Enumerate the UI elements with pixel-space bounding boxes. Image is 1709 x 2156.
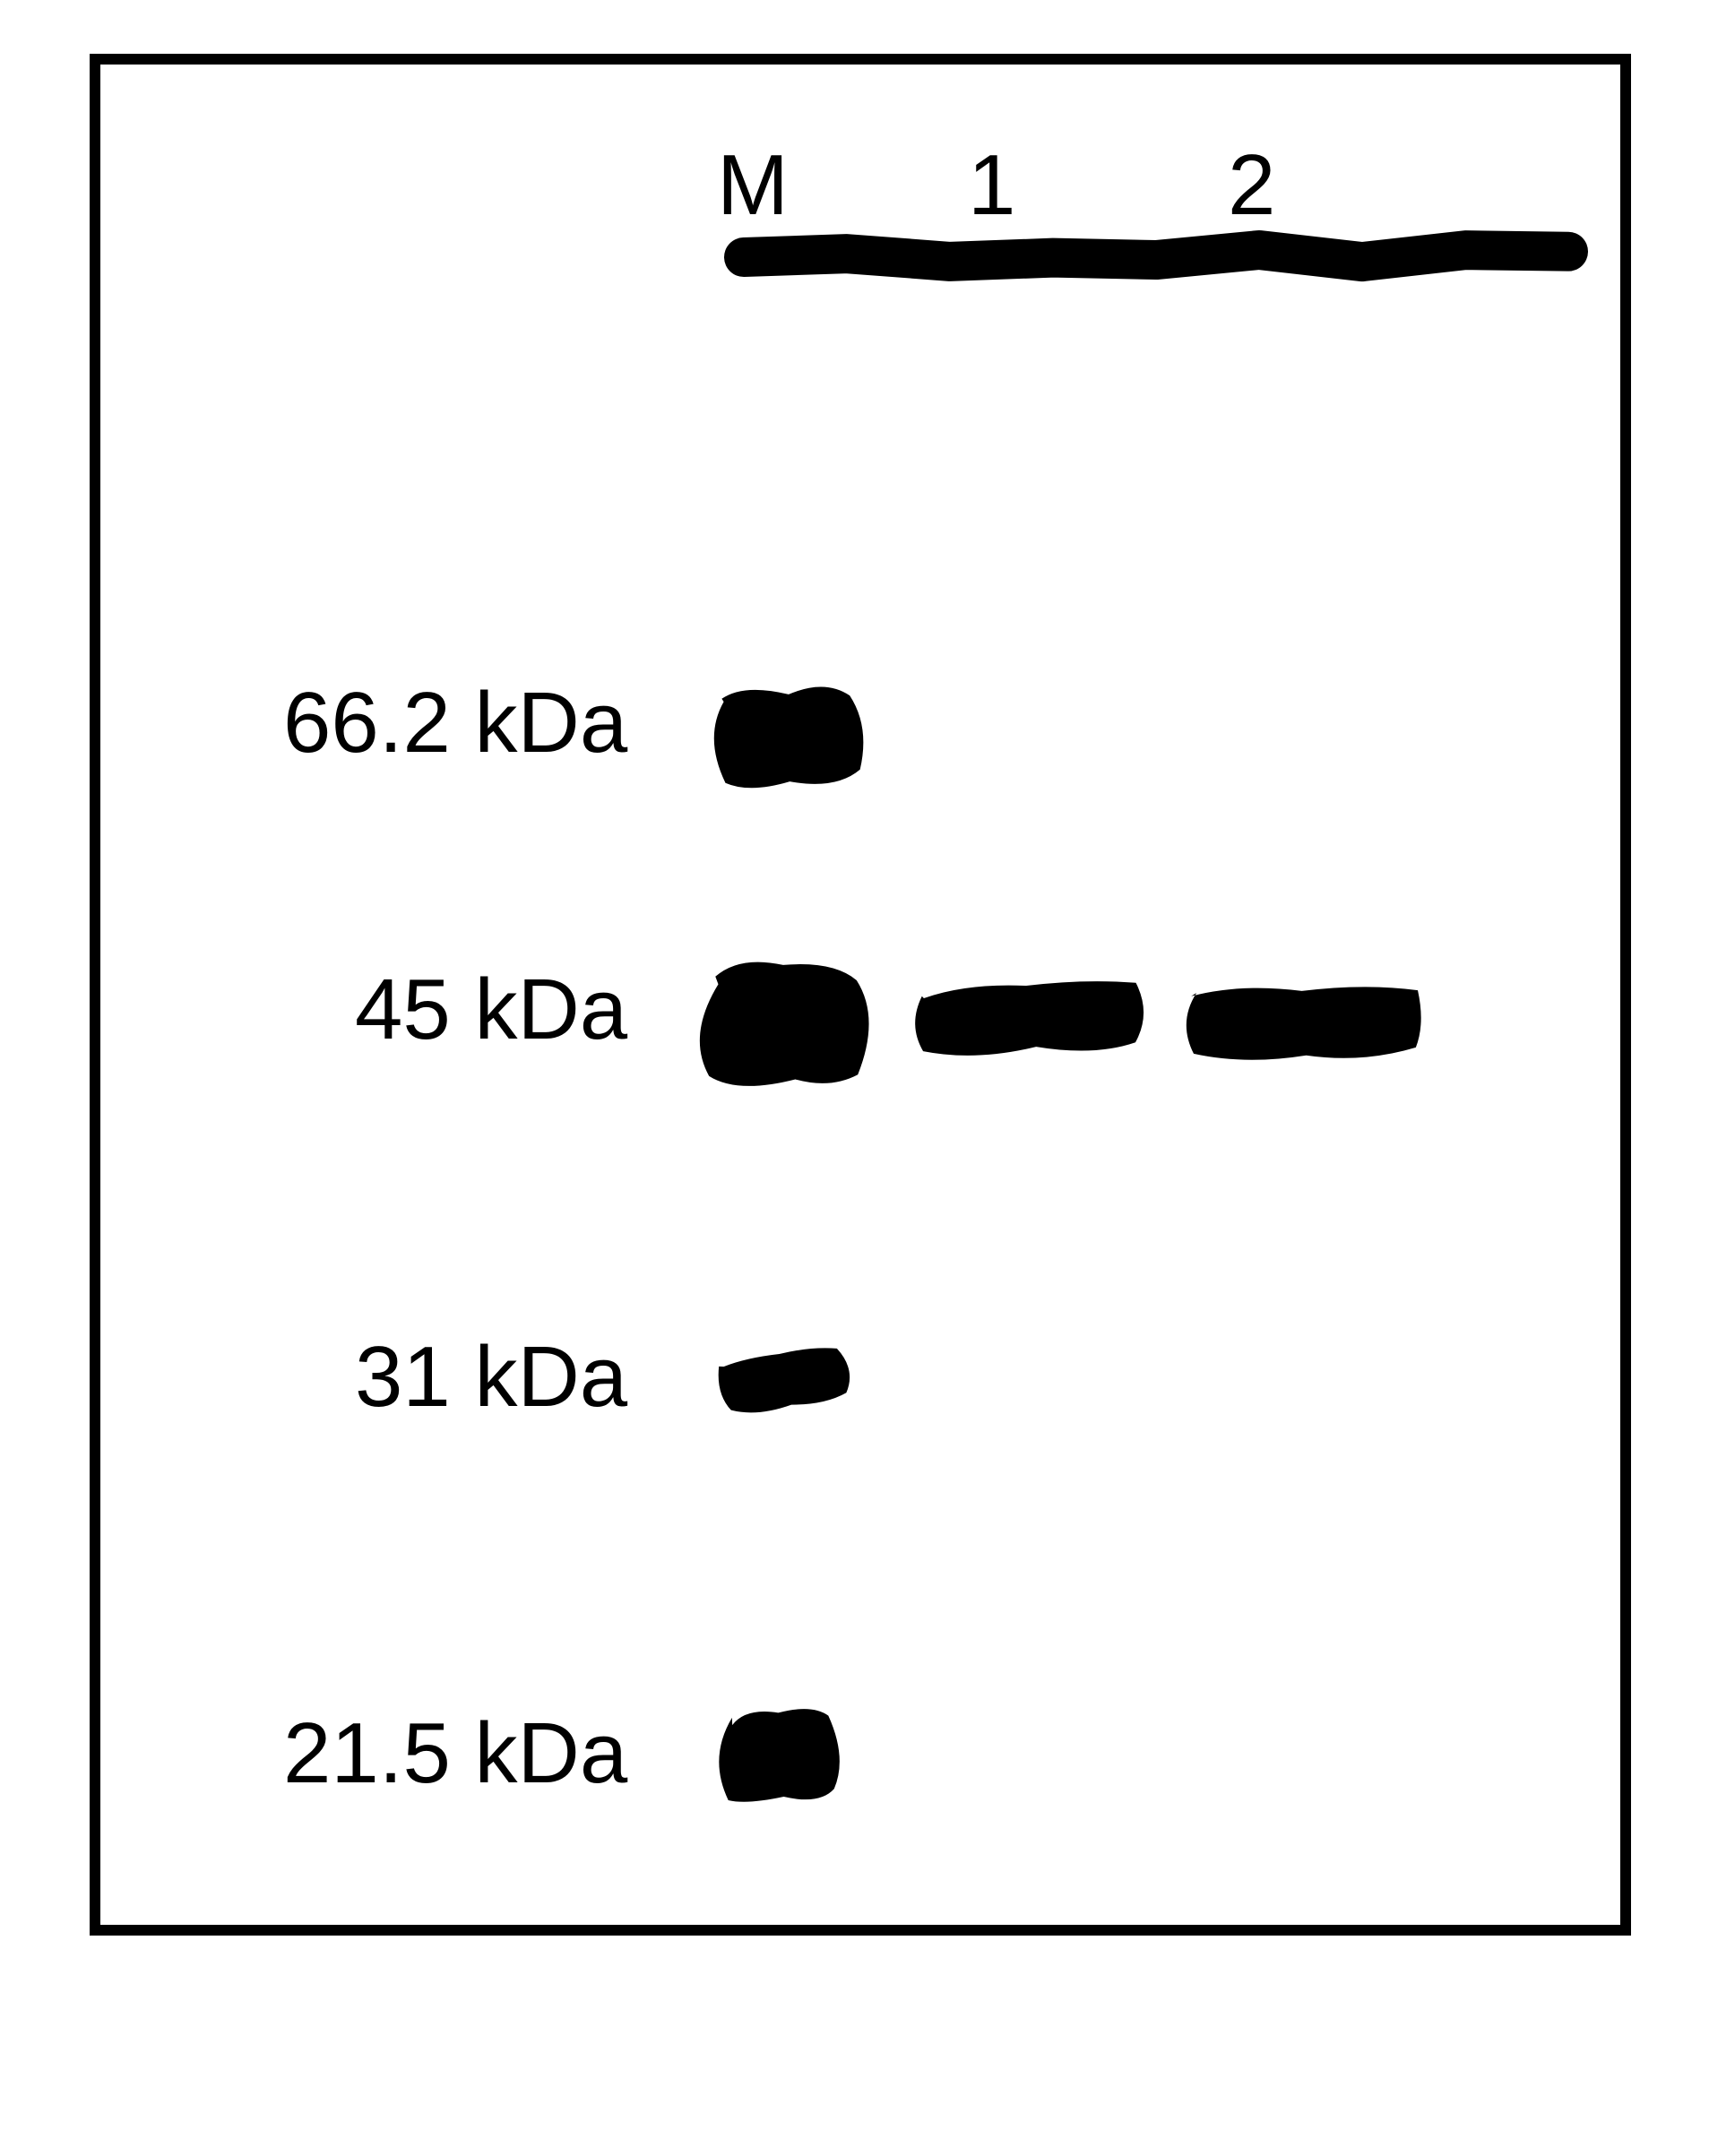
band-m-31 xyxy=(699,1335,869,1427)
mw-label-21-5: 21.5 kDa xyxy=(283,1704,627,1803)
band-2-45 xyxy=(1165,968,1443,1075)
mw-label-31: 31 kDa xyxy=(355,1328,627,1427)
band-m-66-2 xyxy=(690,672,887,802)
page: M 1 2 66.2 kDa 45 kDa 31 kDa 21.5 kDa xyxy=(0,0,1709,2156)
well-line xyxy=(726,220,1586,295)
band-m-45 xyxy=(677,945,896,1107)
mw-label-66-2: 66.2 kDa xyxy=(283,674,627,772)
band-m-21-5 xyxy=(699,1694,865,1819)
mw-label-45: 45 kDa xyxy=(355,961,627,1059)
band-1-45 xyxy=(896,963,1165,1071)
